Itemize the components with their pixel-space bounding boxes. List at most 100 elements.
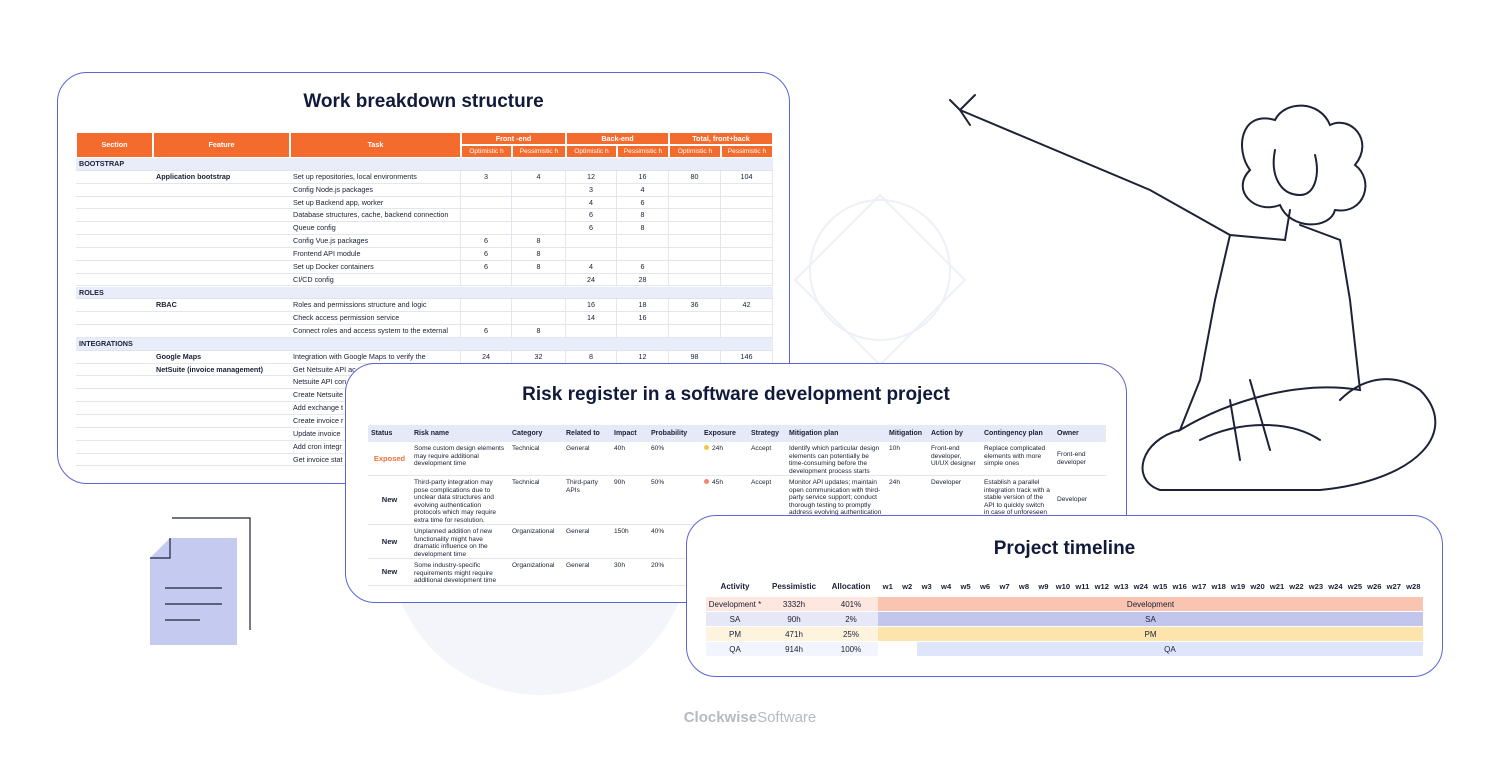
timeline-bar: Development: [878, 597, 1423, 612]
estimate-cell: [721, 273, 773, 287]
risk-cell: Organizational: [509, 525, 563, 559]
estimate-cell: [617, 235, 669, 248]
risk-cell: Accept: [748, 442, 786, 476]
risk-exposure: 24h: [701, 442, 748, 476]
estimate-cell: 24: [461, 350, 512, 364]
risk-cell: 40h: [611, 442, 648, 476]
text-cell: [76, 389, 153, 403]
risk-status: New: [368, 559, 411, 586]
header-cell: Section: [76, 132, 153, 158]
estimate-cell: 4: [512, 170, 566, 184]
bg-circle: [809, 199, 951, 341]
text-cell: [153, 402, 290, 415]
week-label: w23: [1306, 579, 1326, 595]
text-cell: Connect roles and access system to the e…: [290, 325, 461, 338]
text-cell: Queue config: [290, 222, 461, 236]
risk-cell: General: [563, 442, 611, 476]
week-label: w13: [1111, 579, 1132, 595]
week-label: w11: [1072, 579, 1093, 595]
text-cell: [153, 454, 290, 467]
estimate-cell: 80: [669, 170, 721, 184]
timeline-cell: 25%: [824, 627, 878, 642]
text-cell: [153, 376, 290, 390]
timeline-bar: QA: [916, 642, 1423, 657]
estimate-cell: 6: [461, 260, 512, 274]
risk-cell: Unplanned addition of new functionality …: [411, 525, 509, 559]
timeline-title: Project timeline: [993, 538, 1136, 559]
header-group: Total, front+back: [669, 132, 773, 145]
footer-brand: ClockwiseSoftware: [0, 709, 1500, 726]
text-cell: [153, 209, 290, 223]
risk-title: Risk register in a software development …: [522, 384, 950, 405]
bg-diamond: [793, 193, 967, 367]
estimate-cell: [669, 260, 721, 274]
estimate-cell: [721, 209, 773, 223]
estimate-cell: [461, 312, 512, 326]
text-cell: [76, 454, 153, 467]
header-sub: Pessimistic h: [721, 145, 773, 158]
timeline-header: Activity: [706, 579, 764, 595]
text-cell: [76, 209, 153, 223]
text-cell: [153, 325, 290, 338]
estimate-cell: [721, 222, 773, 236]
estimate-cell: [669, 196, 721, 210]
risk-cell: 20%: [648, 559, 701, 586]
estimate-cell: [512, 222, 566, 236]
estimate-cell: [721, 196, 773, 210]
text-cell: [76, 299, 153, 313]
risk-header: Risk name: [411, 425, 509, 442]
text-cell: [153, 415, 290, 428]
wbs-title: Work breakdown structure: [303, 91, 544, 112]
timeline-bar: PM: [878, 627, 1423, 642]
estimate-cell: [512, 196, 566, 210]
timeline-cell: Development *: [706, 597, 764, 612]
estimate-cell: [461, 299, 512, 313]
risk-cell: 30h: [611, 559, 648, 586]
estimate-cell: [512, 183, 566, 197]
week-label: w28: [1403, 579, 1423, 595]
estimate-cell: [721, 235, 773, 248]
estimate-cell: [721, 260, 773, 274]
timeline-cell: QA: [706, 642, 764, 657]
estimate-cell: 8: [512, 260, 566, 274]
week-label: w9: [1033, 579, 1054, 595]
estimate-cell: 16: [617, 170, 669, 184]
timeline-cell: 401%: [824, 597, 878, 612]
risk-cell: General: [563, 525, 611, 559]
risk-cell: Third-party APIs: [563, 476, 611, 525]
estimate-cell: [617, 325, 669, 338]
week-label: w6: [975, 579, 995, 595]
risk-cell: Third-party integration may pose complic…: [411, 476, 509, 525]
timeline-header: Allocation: [824, 579, 878, 595]
risk-cell: 150h: [611, 525, 648, 559]
text-cell: Set up repositories, local environments: [290, 170, 461, 184]
estimate-cell: [461, 196, 512, 210]
estimate-cell: 14: [566, 312, 617, 326]
estimate-cell: [721, 183, 773, 197]
text-cell: [76, 312, 153, 326]
timeline-cell: SA: [706, 612, 764, 627]
estimate-cell: 8: [512, 235, 566, 248]
estimate-cell: 146: [721, 350, 773, 364]
text-cell: [76, 441, 153, 454]
week-label: w8: [1014, 579, 1034, 595]
timeline-cell: PM: [706, 627, 764, 642]
risk-header: Probability: [648, 425, 701, 442]
header-group: Front -end: [461, 132, 566, 145]
text-cell: [76, 235, 153, 248]
estimate-cell: [512, 273, 566, 287]
text-cell: [76, 376, 153, 390]
risk-header: Contingency plan: [981, 425, 1054, 442]
text-cell: [153, 222, 290, 236]
text-cell: [76, 428, 153, 441]
week-label: w17: [1189, 579, 1209, 595]
exposure-text: 45h: [712, 479, 724, 486]
text-cell: [153, 248, 290, 261]
text-cell: Set up Docker containers: [290, 260, 461, 274]
estimate-cell: [617, 247, 669, 261]
text-cell: Roles and permissions structure and logi…: [290, 299, 461, 313]
timeline-cell: 3332h: [764, 597, 824, 612]
estimate-cell: 104: [721, 170, 773, 184]
risk-cell: Technical: [509, 476, 563, 525]
